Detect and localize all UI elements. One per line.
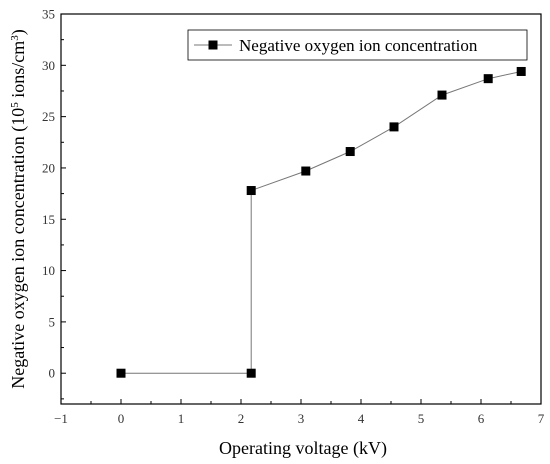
y-axis-label-suffix: )	[8, 29, 29, 35]
data-point	[246, 186, 256, 196]
y-tick-label: 20	[42, 160, 55, 175]
data-point	[483, 74, 493, 84]
x-tick-label: 1	[178, 411, 185, 426]
legend-box	[187, 29, 528, 61]
series-layer	[116, 66, 526, 378]
data-point	[345, 147, 355, 157]
legend-label: Negative oxygen ion concentration	[239, 36, 478, 55]
x-tick-label: 3	[298, 411, 305, 426]
y-tick-label: 10	[42, 263, 55, 278]
x-tick-label: 7	[538, 411, 545, 426]
y-axis-label: Negative oxygen ion concentration (105 i…	[8, 29, 29, 388]
y-tick-label: 30	[42, 58, 55, 73]
y-axis-label-prefix: Negative oxygen ion concentration (10	[8, 108, 29, 389]
y-tick-label: 15	[42, 212, 55, 227]
x-axis-ticks: −1 0 1 2 3 4 5 6 7	[54, 399, 545, 426]
y-tick-label: 5	[49, 314, 56, 329]
legend-marker	[208, 40, 218, 50]
y-tick-label: 35	[42, 7, 55, 22]
legend: Negative oxygen ion concentration	[187, 29, 528, 61]
y-axis-label-sup2: 3	[9, 35, 21, 41]
plot-frame	[60, 13, 542, 405]
x-tick-label: −1	[54, 411, 68, 426]
data-point	[116, 368, 126, 378]
x-tick-label: 2	[238, 411, 245, 426]
data-point	[246, 368, 256, 378]
data-point	[516, 66, 526, 76]
y-axis-label-sup1: 5	[9, 102, 21, 108]
x-tick-label: 4	[358, 411, 365, 426]
x-axis-label: Operating voltage (kV)	[219, 438, 387, 459]
y-tick-label: 25	[42, 109, 55, 124]
y-axis-ticks: 0 5 10 15 20 25 30 35	[42, 7, 66, 400]
x-tick-label: 5	[418, 411, 425, 426]
x-tick-label: 6	[478, 411, 485, 426]
x-tick-label: 0	[118, 411, 125, 426]
data-point	[389, 122, 399, 132]
series-line	[121, 71, 522, 374]
y-axis-label-middle: ions/cm	[8, 41, 28, 103]
data-point	[301, 166, 311, 176]
data-point	[437, 90, 447, 100]
y-tick-label: 0	[49, 366, 56, 381]
